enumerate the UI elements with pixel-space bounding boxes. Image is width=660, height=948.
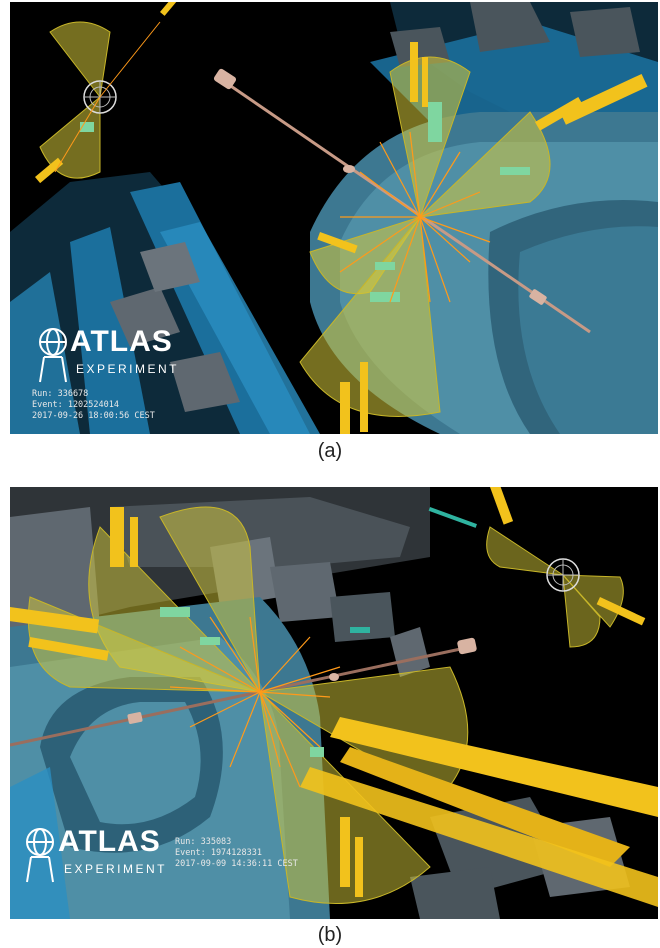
- event-info-a: Run: 336678 Event: 1202524014 2017-09-26…: [32, 389, 155, 422]
- inset-display-b: [547, 559, 579, 591]
- run-number-a: Run: 336678: [32, 389, 155, 400]
- caption-a: (a): [0, 440, 660, 463]
- event-display-b: ATLAS EXPERIMENT Run: 335083 Event: 1974…: [10, 487, 658, 919]
- atlas-wordmark-a: ATLAS: [70, 327, 173, 357]
- event-display-a: ATLAS EXPERIMENT Run: 336678 Event: 1202…: [10, 2, 658, 434]
- run-number-b: Run: 335083: [175, 837, 298, 848]
- atlas-subtitle-a: EXPERIMENT: [76, 363, 179, 375]
- caption-b: (b): [0, 924, 660, 947]
- event-datetime-b: 2017-09-09 14:36:11 CEST: [175, 859, 298, 870]
- event-datetime-a: 2017-09-26 18:00:56 CEST: [32, 411, 155, 422]
- atlas-wordmark-b: ATLAS: [58, 827, 161, 857]
- event-info-b: Run: 335083 Event: 1974128331 2017-09-09…: [175, 837, 298, 870]
- event-number-b: Event: 1974128331: [175, 848, 298, 859]
- atlas-subtitle-b: EXPERIMENT: [64, 863, 167, 875]
- event-number-a: Event: 1202524014: [32, 400, 155, 411]
